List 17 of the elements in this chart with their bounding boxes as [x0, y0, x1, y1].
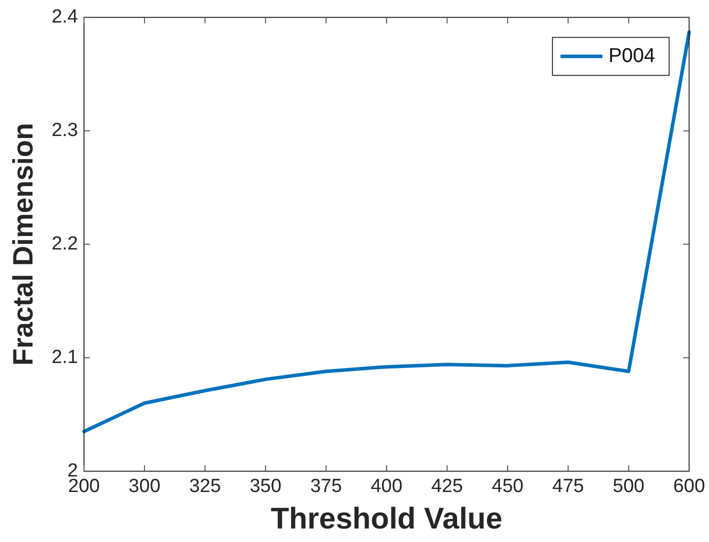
y-tick-label: 2.4 [52, 6, 78, 28]
x-tick-label: 500 [612, 476, 644, 497]
x-axis-title: Threshold Value [270, 502, 502, 536]
y-axis-title: Fractal Dimension [8, 122, 39, 366]
legend-label: P004 [608, 44, 656, 67]
x-tick-label: 425 [431, 476, 463, 497]
x-tick-label: 400 [370, 476, 402, 497]
x-tick-label: 450 [492, 476, 524, 497]
x-tick-label: 300 [128, 476, 160, 497]
x-tick-label: 375 [310, 476, 342, 497]
y-tick-label: 2.3 [52, 120, 78, 142]
y-tick-label: 2.2 [52, 234, 78, 255]
y-tick-label: 2.1 [52, 346, 78, 368]
x-tick-label: 475 [552, 476, 584, 497]
x-tick-label: 600 [673, 476, 705, 497]
x-tick-label: 325 [189, 476, 221, 497]
x-tick-label: 350 [250, 476, 282, 497]
